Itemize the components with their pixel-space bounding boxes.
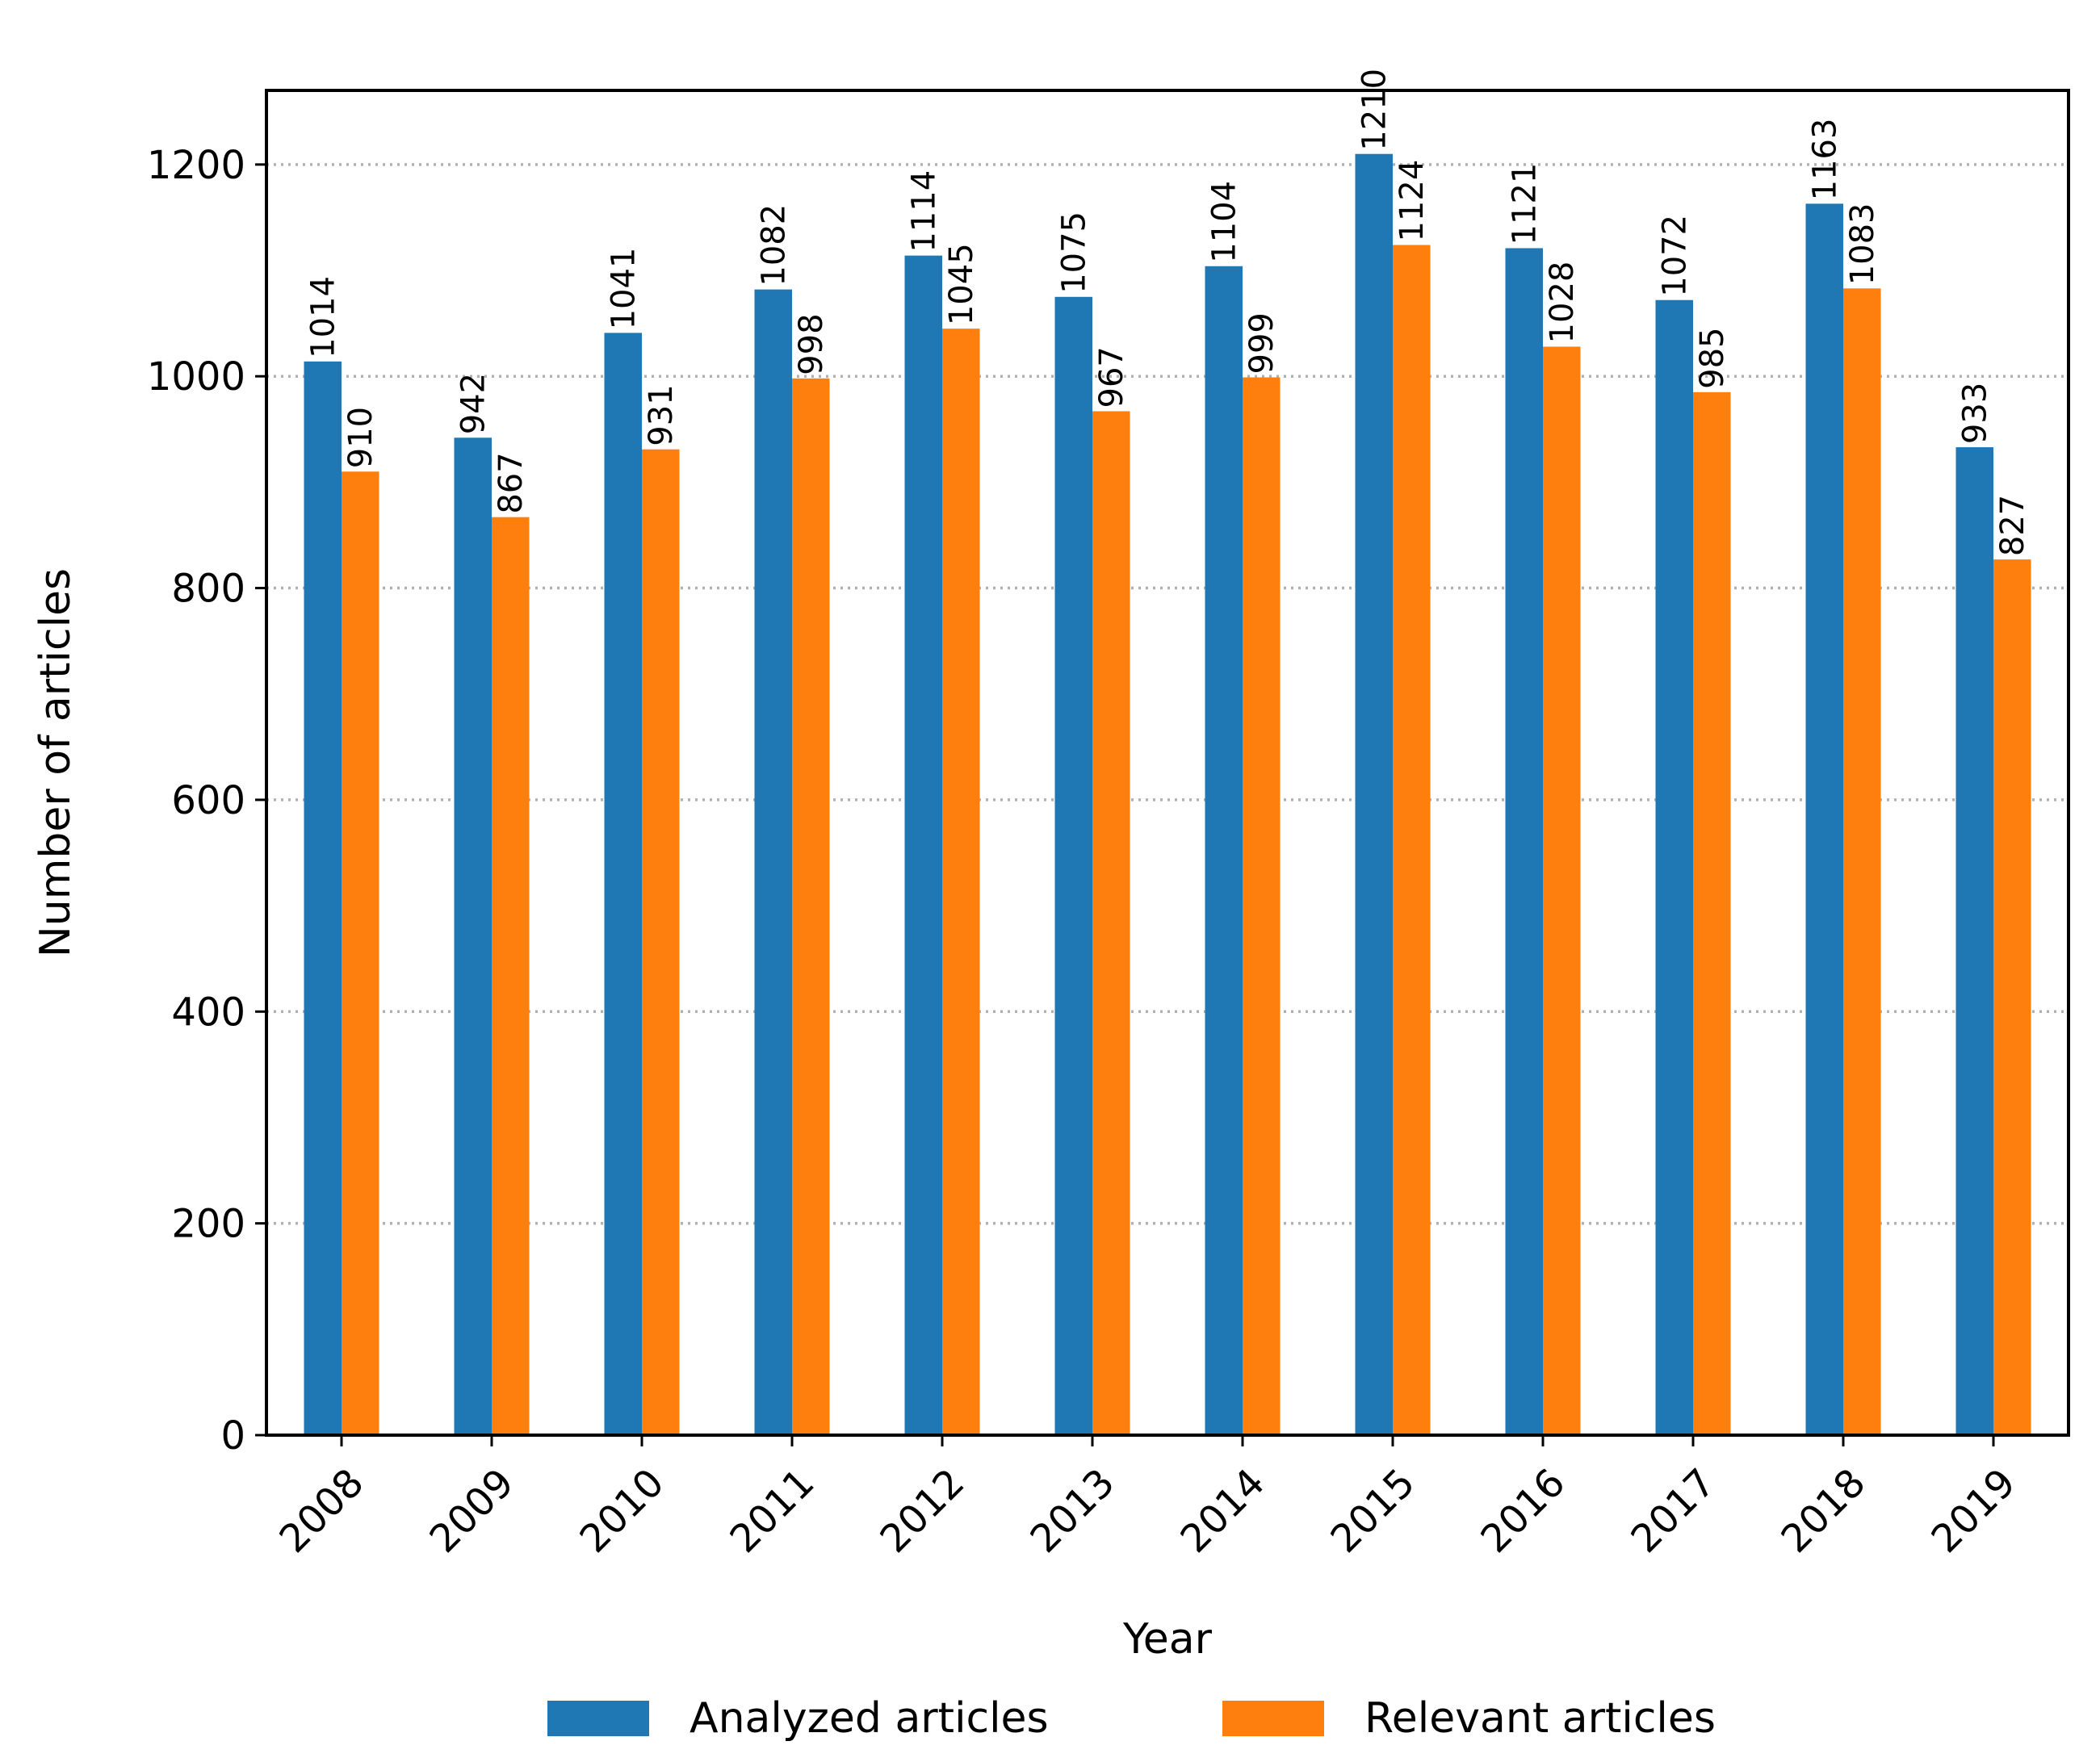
data-label-analyzed-2009: 942 [455, 373, 493, 434]
data-label-analyzed-2012: 1114 [906, 170, 943, 253]
x-tick-label-2015: 2015 [1322, 1460, 1424, 1562]
data-label-analyzed-2011: 1082 [756, 204, 793, 287]
legend-swatch-relevant [1222, 1701, 1324, 1736]
bar-analyzed-2012 [904, 255, 942, 1435]
bars [304, 153, 2031, 1436]
data-label-analyzed-2008: 1014 [305, 276, 342, 358]
data-label-analyzed-2017: 1072 [1657, 215, 1694, 297]
x-tick-label-2017: 2017 [1623, 1460, 1725, 1562]
x-axis-title: Year [1122, 1615, 1213, 1664]
data-label-analyzed-2010: 1041 [606, 248, 643, 330]
y-axis-title: Number of articles [31, 568, 80, 957]
data-label-relevant-2018: 1083 [1844, 203, 1881, 286]
x-axis: 2008 2009 2010 2011 2012 2013 2014 2015 2016 2017… [271, 1435, 2025, 1562]
y-axis: 0 200 400 600 800 1000 1200 [147, 143, 266, 1459]
bar-relevant-2017 [1693, 391, 1731, 1435]
data-label-analyzed-2013: 1075 [1056, 211, 1093, 294]
legend-swatch-analyzed [547, 1701, 649, 1736]
data-label-relevant-2008: 910 [342, 407, 379, 468]
data-label-analyzed-2014: 1104 [1206, 181, 1243, 263]
legend-label-relevant: Relevant articles [1364, 1694, 1716, 1743]
data-label-relevant-2015: 1124 [1394, 160, 1431, 242]
data-label-analyzed-2016: 1121 [1507, 163, 1544, 245]
legend-label-analyzed: Analyzed articles [690, 1694, 1049, 1743]
y-tick-label-1200: 1200 [147, 143, 245, 188]
x-tick-label-2012: 2012 [872, 1460, 974, 1562]
bar-analyzed-2010 [604, 333, 642, 1435]
bar-analyzed-2009 [454, 437, 492, 1436]
bar-analyzed-2017 [1655, 299, 1693, 1436]
legend: Analyzed articles Relevant articles [547, 1694, 1716, 1743]
x-tick-label-2009: 2009 [421, 1460, 523, 1562]
data-label-relevant-2009: 867 [493, 452, 530, 513]
bar-relevant-2009 [492, 517, 530, 1435]
x-tick-label-2014: 2014 [1172, 1460, 1274, 1562]
x-tick-label-2010: 2010 [572, 1460, 673, 1562]
data-label-analyzed-2015: 1210 [1356, 69, 1394, 151]
data-label-relevant-2016: 1028 [1544, 262, 1581, 344]
data-label-relevant-2011: 998 [793, 313, 830, 375]
data-label-relevant-2014: 999 [1243, 312, 1281, 374]
data-label-relevant-2019: 827 [1994, 495, 2031, 556]
data-label-relevant-2012: 1045 [943, 243, 980, 325]
bar-analyzed-2014 [1205, 266, 1243, 1435]
bar-relevant-2016 [1543, 346, 1581, 1436]
bar-analyzed-2011 [754, 289, 792, 1435]
bar-relevant-2019 [1993, 559, 2031, 1435]
x-tick-label-2011: 2011 [722, 1460, 824, 1562]
y-tick-label-800: 800 [171, 567, 245, 612]
y-tick-label-1000: 1000 [147, 354, 245, 400]
x-tick-label-2008: 2008 [271, 1460, 373, 1562]
data-label-relevant-2017: 985 [1694, 328, 1731, 389]
data-label-analyzed-2018: 1163 [1807, 119, 1844, 201]
data-label-analyzed-2019: 933 [1957, 383, 1994, 444]
x-tick-label-2016: 2016 [1473, 1460, 1574, 1562]
bar-relevant-2014 [1243, 377, 1281, 1436]
y-tick-label-0: 0 [220, 1413, 245, 1459]
plot-frame [265, 89, 2070, 1437]
y-tick-label-200: 200 [171, 1202, 245, 1247]
bar-analyzed-2008 [304, 361, 342, 1435]
bar-relevant-2008 [342, 471, 379, 1435]
bar-analyzed-2015 [1355, 153, 1393, 1436]
data-label-relevant-2013: 967 [1093, 346, 1130, 408]
x-tick-label-2013: 2013 [1022, 1460, 1124, 1562]
bar-relevant-2010 [642, 449, 680, 1436]
grid-lines [266, 163, 2069, 1225]
bar-analyzed-2019 [1955, 447, 1993, 1435]
y-tick-label-600: 600 [171, 778, 245, 823]
bar-analyzed-2016 [1505, 248, 1543, 1435]
y-tick-label-400: 400 [171, 990, 245, 1035]
bar-relevant-2018 [1843, 288, 1881, 1436]
bar-relevant-2015 [1393, 245, 1431, 1435]
bar-relevant-2013 [1092, 411, 1130, 1435]
x-tick-label-2019: 2019 [1923, 1460, 2025, 1562]
x-tick-label-2018: 2018 [1773, 1460, 1875, 1562]
bar-analyzed-2013 [1054, 296, 1092, 1435]
data-label-relevant-2010: 931 [643, 384, 680, 446]
bar-analyzed-2018 [1805, 203, 1843, 1436]
bar-relevant-2012 [942, 329, 980, 1435]
bar-relevant-2011 [792, 378, 830, 1435]
